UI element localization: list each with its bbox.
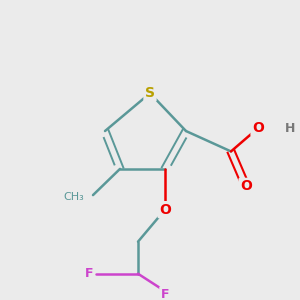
Text: F: F bbox=[161, 288, 169, 300]
Text: O: O bbox=[240, 179, 252, 194]
Text: H: H bbox=[285, 122, 296, 135]
Text: O: O bbox=[159, 203, 171, 217]
Text: F: F bbox=[85, 267, 93, 280]
Text: CH₃: CH₃ bbox=[63, 192, 84, 202]
Text: S: S bbox=[145, 86, 155, 100]
Text: O: O bbox=[252, 121, 264, 135]
